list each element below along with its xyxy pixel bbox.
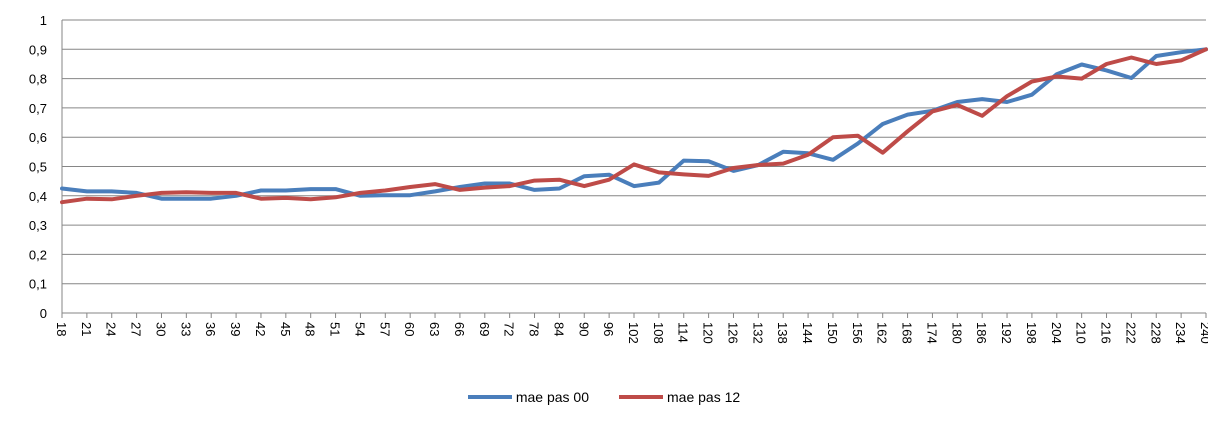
x-tick-label: 132 [750,322,765,344]
x-tick-label: 216 [1099,322,1114,344]
x-tick-label: 69 [477,322,492,336]
legend-label-series-0: mae pas 00 [515,389,589,405]
axes [61,20,1207,318]
x-tick-label: 90 [576,322,591,336]
x-tick-label: 144 [800,322,815,344]
x-tick-label: 66 [452,322,467,336]
x-tick-label: 102 [626,322,641,344]
y-tick-label: 0,9 [29,42,47,57]
y-tick-label: 0,4 [29,189,47,204]
legend-swatch-series-0 [467,395,512,399]
x-axis-ticks: 18 21 24 27 30 33 36 39 42 45 48 51 54 57 60 63 66 69 72 78… [54,322,1208,344]
x-tick-label: 27 [129,322,144,336]
x-tick-label: 210 [1074,322,1089,344]
x-tick-label: 60 [402,322,417,336]
x-tick-label: 168 [900,322,915,344]
legend: mae pas 00 mae pas 12 [0,385,1208,409]
x-tick-label: 234 [1173,322,1188,344]
x-tick-label: 120 [701,322,716,344]
series-line-0 [60,47,1208,201]
x-tick-label: 204 [1049,322,1064,344]
x-tick-label: 162 [875,322,890,344]
x-tick-label: 21 [79,322,94,336]
gridlines [62,19,1206,285]
x-tick-label: 138 [775,322,790,344]
x-tick-label: 222 [1123,322,1138,344]
x-tick-label: 45 [278,322,293,336]
y-tick-label: 0,5 [29,160,47,175]
x-tick-label: 33 [178,322,193,336]
x-tick-label: 114 [676,322,691,343]
x-tick-label: 240 [1198,322,1208,344]
x-tick-label: 57 [377,322,392,336]
x-tick-label: 36 [203,322,218,336]
x-tick-label: 108 [651,322,666,344]
x-tick-label: 18 [54,322,69,336]
x-tick-label: 84 [551,322,566,336]
x-tick-label: 51 [328,322,343,336]
x-tick-label: 180 [949,322,964,344]
x-tick-label: 42 [253,322,268,336]
y-tick-label: 0,1 [29,277,47,292]
x-tick-label: 72 [502,322,517,336]
x-tick-label: 30 [153,322,168,336]
x-tick-label: 78 [527,322,542,336]
legend-item-series-0: mae pas 00 [467,389,589,405]
y-tick-label: 0,3 [29,218,47,233]
series-lines [60,47,1208,205]
y-tick-label: 0,6 [29,130,47,145]
x-tick-label: 24 [104,322,119,336]
x-tick-label: 96 [601,322,616,336]
y-axis-ticks: 0 0,1 0,2 0,3 0,4 0,5 0,6 0,7 0,8 0,9 1 [29,13,47,321]
legend-label-series-1: mae pas 12 [667,389,741,405]
series-line-1 [60,47,1208,205]
x-tick-label: 174 [924,322,939,344]
x-tick-label: 48 [303,322,318,336]
x-tick-label: 192 [999,322,1014,344]
x-tick-label: 198 [1024,322,1039,344]
x-tick-label: 63 [427,322,442,336]
x-tick-label: 186 [974,322,989,344]
legend-item-series-1: mae pas 12 [619,389,740,405]
y-tick-label: 0 [40,306,47,321]
y-tick-label: 0,8 [29,72,47,87]
x-tick-label: 150 [825,322,840,344]
x-tick-label: 126 [725,322,740,344]
x-tick-label: 156 [850,322,865,344]
y-tick-label: 1 [40,13,47,28]
legend-swatch-series-1 [619,395,663,399]
x-tick-label: 228 [1148,322,1163,344]
x-tick-label: 54 [352,322,367,336]
y-tick-label: 0,2 [29,247,47,262]
x-tick-label: 39 [228,322,243,336]
y-tick-label: 0,7 [29,101,47,116]
